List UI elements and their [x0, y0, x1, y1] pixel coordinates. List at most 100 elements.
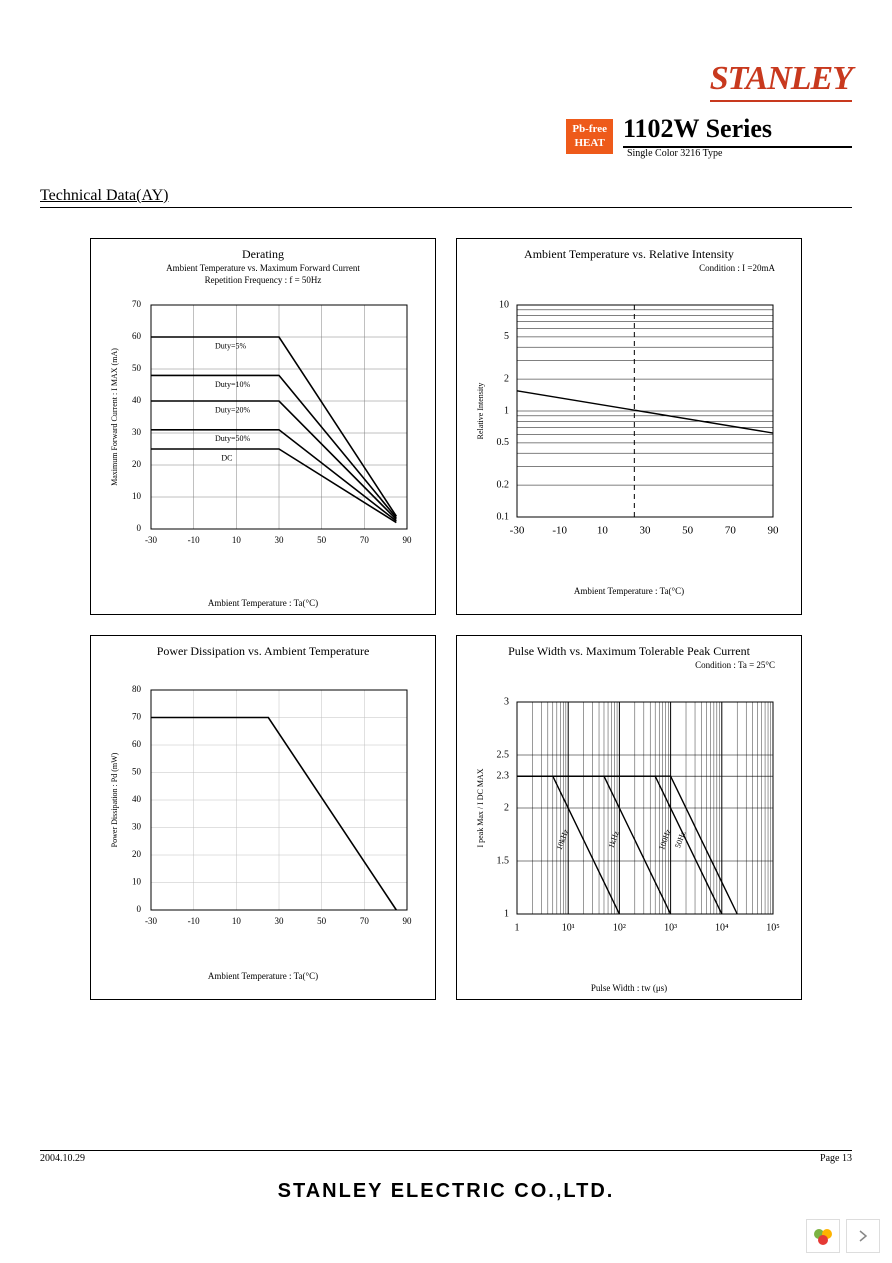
svg-text:0.2: 0.2	[497, 479, 510, 490]
svg-text:90: 90	[403, 535, 413, 545]
svg-text:30: 30	[132, 427, 142, 437]
series-title: 1102W Series	[623, 114, 852, 148]
series-row: Pb-free HEAT 1102W Series Single Color 3…	[40, 114, 852, 159]
badge-line2: HEAT	[572, 137, 607, 150]
svg-text:Duty=10%: Duty=10%	[215, 380, 251, 389]
chart1-svg: -30 -10 10 30 50 70 90 0 10 20 30 40 50 60 70 Duty=5% Du…	[97, 287, 427, 587]
charts-grid: Derating Ambient Temperature vs. Maximum…	[40, 238, 852, 1000]
chart1-title: Derating	[97, 247, 429, 262]
svg-text:70: 70	[360, 916, 370, 926]
svg-text:10⁵: 10⁵	[766, 922, 780, 933]
svg-text:2: 2	[504, 802, 509, 813]
svg-text:1: 1	[504, 908, 509, 919]
svg-text:I peak Max / I DC MAX: I peak Max / I DC MAX	[476, 768, 485, 847]
svg-text:-10: -10	[552, 525, 567, 537]
chart1-subtitle2: Repetition Frequency : f = 50Hz	[97, 275, 429, 285]
series-block: 1102W Series Single Color 3216 Type	[623, 114, 852, 159]
svg-text:2: 2	[504, 373, 509, 384]
svg-text:50: 50	[132, 767, 142, 777]
svg-text:70: 70	[132, 712, 142, 722]
svg-text:0: 0	[137, 523, 142, 533]
chart1-subtitle1: Ambient Temperature vs. Maximum Forward …	[97, 263, 429, 273]
svg-text:10: 10	[499, 299, 509, 310]
svg-text:10: 10	[132, 877, 142, 887]
chart2-condition: Condition : I =20mA	[463, 263, 795, 273]
badge-line1: Pb-free	[572, 123, 607, 136]
svg-text:40: 40	[132, 395, 142, 405]
svg-text:1: 1	[504, 405, 509, 416]
svg-text:Relative Intensity: Relative Intensity	[476, 383, 485, 440]
chart2-svg: 0.1 0.2 0.5 1 2 5 10 -30 -10 10 30 50 70 90 Relative I…	[463, 275, 793, 575]
footer-date: 2004.10.29	[40, 1153, 85, 1164]
chart-pulse: Pulse Width vs. Maximum Tolerable Peak C…	[456, 635, 802, 1000]
svg-text:10⁴: 10⁴	[715, 922, 729, 933]
company-name: STANLEY ELECTRIC CO.,LTD.	[40, 1180, 852, 1203]
svg-text:5: 5	[504, 331, 509, 342]
chart4-svg: 11.522.32.53110¹10²10³10⁴10⁵10kHz1kHz100…	[463, 672, 793, 972]
svg-text:-10: -10	[188, 535, 200, 545]
nav-controls	[806, 1219, 880, 1253]
svg-text:30: 30	[640, 525, 652, 537]
svg-text:1: 1	[515, 922, 520, 933]
svg-text:0.1: 0.1	[497, 511, 510, 522]
svg-text:60: 60	[132, 331, 142, 341]
svg-text:50: 50	[317, 535, 327, 545]
chart2-title: Ambient Temperature vs. Relative Intensi…	[463, 247, 795, 262]
svg-text:50: 50	[682, 525, 694, 537]
chart-derating: Derating Ambient Temperature vs. Maximum…	[90, 238, 436, 615]
svg-text:80: 80	[132, 684, 142, 694]
svg-text:1.5: 1.5	[497, 855, 510, 866]
chart3-title: Power Dissipation vs. Ambient Temperatur…	[97, 644, 429, 659]
svg-text:10³: 10³	[664, 922, 677, 933]
svg-text:Duty=20%: Duty=20%	[215, 405, 251, 414]
svg-text:70: 70	[360, 535, 370, 545]
chart4-condition: Condition : Ta = 25°C	[463, 660, 795, 670]
chart3-xlabel: Ambient Temperature : Ta(°C)	[97, 971, 429, 981]
svg-text:10: 10	[597, 525, 609, 537]
svg-text:10: 10	[132, 491, 142, 501]
svg-text:20: 20	[132, 459, 142, 469]
svg-text:3: 3	[504, 696, 509, 707]
color-wheel-icon[interactable]	[806, 1219, 840, 1253]
stanley-logo: STANLEY	[710, 60, 852, 102]
next-page-icon[interactable]	[846, 1219, 880, 1253]
svg-text:90: 90	[768, 525, 780, 537]
svg-text:-30: -30	[145, 535, 157, 545]
svg-text:30: 30	[275, 535, 285, 545]
svg-text:DC: DC	[221, 453, 232, 462]
svg-text:0.5: 0.5	[497, 437, 510, 448]
svg-text:70: 70	[725, 525, 737, 537]
svg-text:70: 70	[132, 299, 142, 309]
section-title: Technical Data(AY)	[40, 187, 852, 208]
chart4-xlabel: Pulse Width : tw (μs)	[463, 983, 795, 993]
svg-text:Duty=5%: Duty=5%	[215, 341, 247, 350]
pb-free-badge: Pb-free HEAT	[566, 119, 613, 153]
svg-text:Maximum Forward Current : I: Maximum Forward Current : I MAX (mA)	[110, 348, 119, 486]
footer-line: 2004.10.29 Page 13	[40, 1150, 852, 1164]
chart3-svg: -30-10103050709001020304050607080Power D…	[97, 660, 427, 960]
svg-text:50: 50	[132, 363, 142, 373]
chart2-xlabel: Ambient Temperature : Ta(°C)	[463, 586, 795, 596]
svg-text:-30: -30	[510, 525, 525, 537]
svg-text:Power Dissipation : Pd (mW): Power Dissipation : Pd (mW)	[110, 752, 119, 847]
svg-text:10²: 10²	[613, 922, 626, 933]
svg-text:Duty=50%: Duty=50%	[215, 434, 251, 443]
svg-text:30: 30	[275, 916, 285, 926]
footer-page: Page 13	[820, 1153, 852, 1164]
svg-text:90: 90	[403, 916, 413, 926]
svg-text:10¹: 10¹	[562, 922, 575, 933]
svg-text:30: 30	[132, 822, 142, 832]
svg-text:20: 20	[132, 849, 142, 859]
svg-text:0: 0	[137, 904, 142, 914]
svg-text:40: 40	[132, 794, 142, 804]
svg-text:10: 10	[232, 535, 242, 545]
svg-text:10: 10	[232, 916, 242, 926]
svg-text:60: 60	[132, 739, 142, 749]
svg-text:50: 50	[317, 916, 327, 926]
chart1-xlabel: Ambient Temperature : Ta(°C)	[97, 598, 429, 608]
header: STANLEY Pb-free HEAT 1102W Series Single…	[40, 60, 852, 159]
svg-text:-10: -10	[188, 916, 200, 926]
svg-text:2.5: 2.5	[497, 749, 510, 760]
svg-text:2.3: 2.3	[497, 770, 510, 781]
chart-power: Power Dissipation vs. Ambient Temperatur…	[90, 635, 436, 1000]
